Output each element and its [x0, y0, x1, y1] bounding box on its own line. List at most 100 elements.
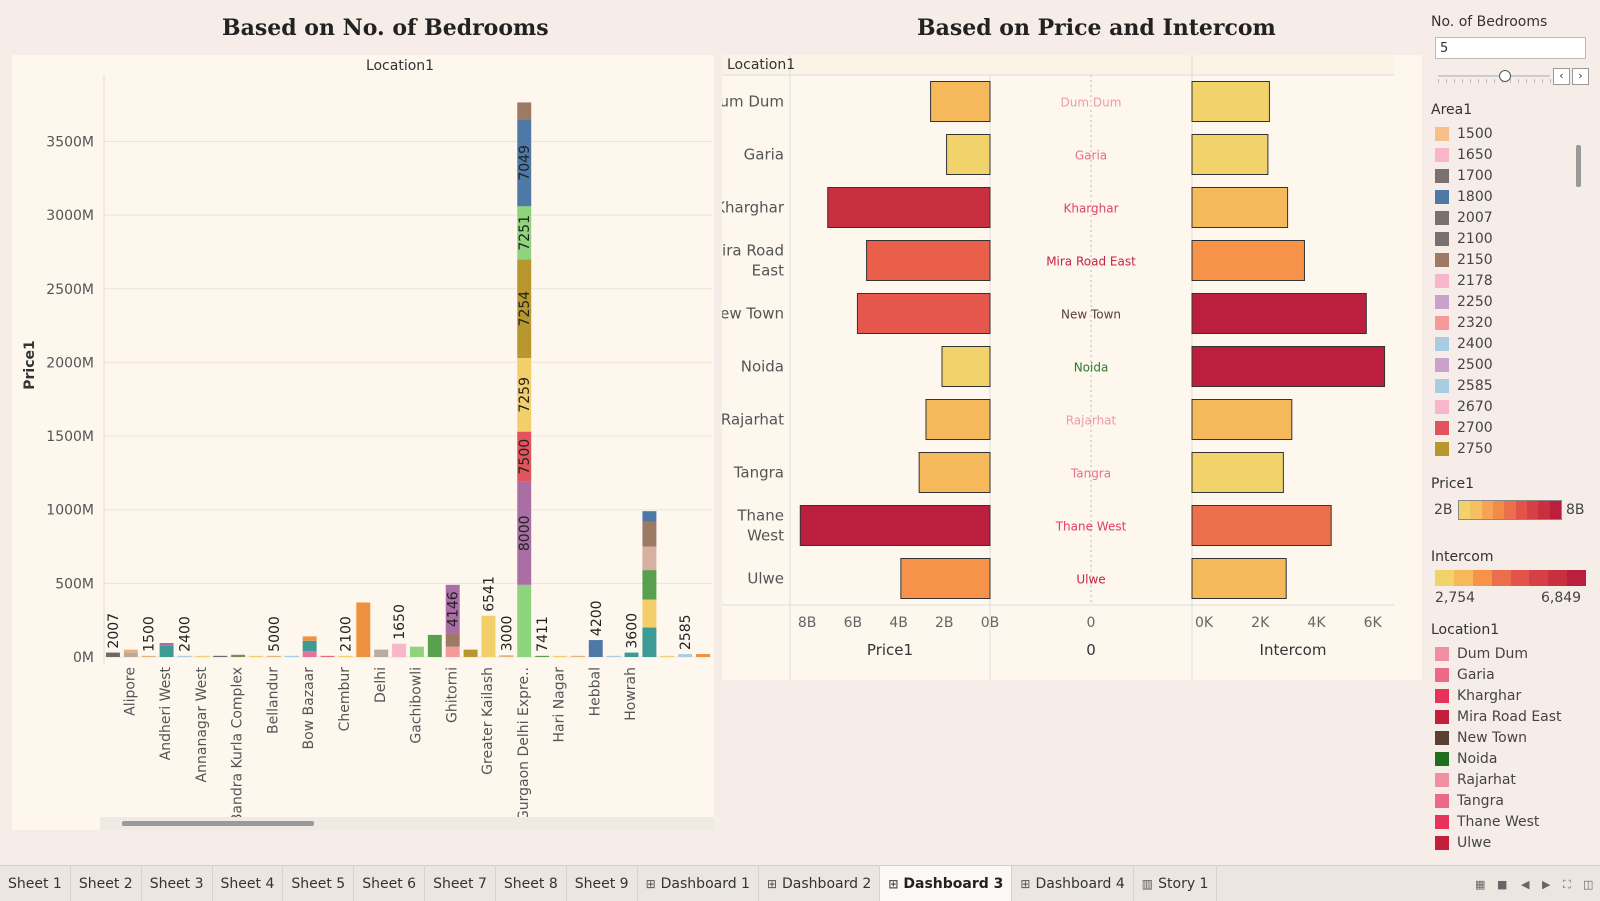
- sheet-tab[interactable]: Sheet 2: [71, 866, 142, 901]
- bar-segment[interactable]: [159, 645, 174, 657]
- bedrooms-filter-slider[interactable]: [1438, 70, 1551, 84]
- sheet-tab[interactable]: Sheet 4: [213, 866, 284, 901]
- area-legend-item[interactable]: 1650: [1435, 144, 1575, 165]
- sheet-tab[interactable]: ⊞ Dashboard 3: [880, 866, 1013, 901]
- bar-segment[interactable]: [409, 646, 424, 657]
- bar-segment[interactable]: [642, 627, 657, 657]
- bar-segment[interactable]: [642, 546, 657, 571]
- sheet-tab[interactable]: Sheet 8: [496, 866, 567, 901]
- bar-segment[interactable]: [517, 259, 532, 358]
- bar-segment[interactable]: [445, 633, 460, 647]
- filmstrip-view-icon[interactable]: ■: [1497, 878, 1508, 891]
- sheet-tab[interactable]: Sheet 1: [0, 866, 71, 901]
- sheet-tab[interactable]: Sheet 9: [567, 866, 638, 901]
- area-legend-item[interactable]: 1700: [1435, 165, 1575, 186]
- location-legend-item[interactable]: Tangra: [1435, 790, 1595, 811]
- bar-segment[interactable]: [302, 651, 317, 657]
- area-legend-item[interactable]: 1500: [1435, 123, 1575, 144]
- area-legend-item[interactable]: 2250: [1435, 291, 1575, 312]
- sheet-tab[interactable]: ⊞ Dashboard 4: [1012, 866, 1134, 901]
- slider-next-button[interactable]: ›: [1572, 68, 1589, 85]
- bar-segment[interactable]: [249, 655, 263, 657]
- price-bar[interactable]: [930, 81, 991, 122]
- sheet-tab[interactable]: Sheet 7: [425, 866, 496, 901]
- bar-segment[interactable]: [606, 655, 621, 657]
- bar-segment[interactable]: [570, 655, 585, 657]
- intercom-bar[interactable]: [1191, 187, 1289, 228]
- bar-segment[interactable]: [517, 431, 532, 482]
- bar-segment[interactable]: [499, 655, 514, 657]
- intercom-bar[interactable]: [1191, 134, 1269, 175]
- bar-segment[interactable]: [123, 649, 138, 653]
- horizontal-scrollbar[interactable]: [100, 817, 714, 830]
- sheet-tab[interactable]: ⊞ Dashboard 2: [759, 866, 881, 901]
- next-sheet-icon[interactable]: ▶: [1542, 878, 1551, 891]
- grid-view-icon[interactable]: ▦: [1475, 878, 1486, 891]
- sheet-tab[interactable]: Sheet 3: [142, 866, 213, 901]
- bar-segment[interactable]: [213, 655, 228, 657]
- area-legend-item[interactable]: 2100: [1435, 228, 1575, 249]
- slider-prev-button[interactable]: ‹: [1553, 68, 1570, 85]
- bar-segment[interactable]: [642, 599, 657, 628]
- bar-segment[interactable]: [678, 654, 693, 657]
- area-legend-item[interactable]: 2007: [1435, 207, 1575, 228]
- bar-segment[interactable]: [105, 652, 120, 657]
- bar-segment[interactable]: [517, 119, 532, 207]
- intercom-bar[interactable]: [1191, 452, 1284, 493]
- location-legend-item[interactable]: Rajarhat: [1435, 769, 1595, 790]
- bar-segment[interactable]: [445, 646, 460, 657]
- price-bar[interactable]: [866, 240, 991, 281]
- bar-segment[interactable]: [159, 643, 174, 646]
- location-legend-item[interactable]: Garia: [1435, 664, 1595, 685]
- intercom-bar[interactable]: [1191, 505, 1332, 546]
- price-bar[interactable]: [827, 187, 991, 228]
- bar-segment[interactable]: [588, 640, 603, 657]
- fullscreen-icon[interactable]: ⛶: [1563, 878, 1571, 891]
- bar-segment[interactable]: [553, 655, 567, 657]
- area-legend-scrollbar[interactable]: [1576, 145, 1581, 187]
- bar-segment[interactable]: [624, 652, 639, 657]
- area-legend-item[interactable]: 2178: [1435, 270, 1575, 291]
- location-legend-item[interactable]: Dum Dum: [1435, 643, 1595, 664]
- area-legend-item[interactable]: 2585: [1435, 375, 1575, 396]
- bar-segment[interactable]: [356, 602, 371, 657]
- intercom-bar[interactable]: [1191, 399, 1293, 440]
- area-legend-item[interactable]: 2750: [1435, 438, 1575, 459]
- area-legend-item[interactable]: 1800: [1435, 186, 1575, 207]
- bar-segment[interactable]: [427, 634, 442, 657]
- bar-segment[interactable]: [445, 584, 460, 634]
- bar-segment[interactable]: [266, 655, 281, 657]
- area-legend-item[interactable]: 2700: [1435, 417, 1575, 438]
- bar-segment[interactable]: [195, 655, 210, 657]
- location-legend-item[interactable]: Kharghar: [1435, 685, 1595, 706]
- bar-segment[interactable]: [642, 511, 657, 522]
- intercom-bar[interactable]: [1191, 293, 1367, 334]
- bar-segment[interactable]: [123, 652, 138, 657]
- presentation-icon[interactable]: ◫: [1583, 878, 1594, 891]
- intercom-bar[interactable]: [1191, 558, 1287, 599]
- location-legend-item[interactable]: Noida: [1435, 748, 1595, 769]
- bar-segment[interactable]: [517, 481, 532, 585]
- bar-segment[interactable]: [302, 636, 317, 641]
- location-legend-item[interactable]: Mira Road East: [1435, 706, 1595, 727]
- location-legend-item[interactable]: New Town: [1435, 727, 1595, 748]
- bar-segment[interactable]: [517, 584, 532, 657]
- bar-segment[interactable]: [392, 643, 407, 657]
- area-legend-item[interactable]: 2670: [1435, 396, 1575, 417]
- price-bar[interactable]: [925, 399, 991, 440]
- bar-segment[interactable]: [660, 655, 675, 657]
- bar-segment[interactable]: [231, 654, 246, 657]
- price-bar[interactable]: [941, 346, 991, 387]
- price-bar[interactable]: [918, 452, 991, 493]
- slider-thumb[interactable]: [1499, 70, 1512, 82]
- intercom-bar[interactable]: [1191, 346, 1386, 387]
- bar-segment[interactable]: [463, 649, 478, 657]
- bar-segment[interactable]: [302, 640, 317, 652]
- intercom-bar[interactable]: [1191, 81, 1270, 122]
- area-legend-item[interactable]: 2150: [1435, 249, 1575, 270]
- previous-sheet-icon[interactable]: ◀: [1521, 878, 1530, 891]
- bar-segment[interactable]: [338, 655, 353, 657]
- bar-segment[interactable]: [642, 521, 657, 547]
- location-legend-item[interactable]: Ulwe: [1435, 832, 1595, 853]
- bar-segment[interactable]: [517, 102, 532, 120]
